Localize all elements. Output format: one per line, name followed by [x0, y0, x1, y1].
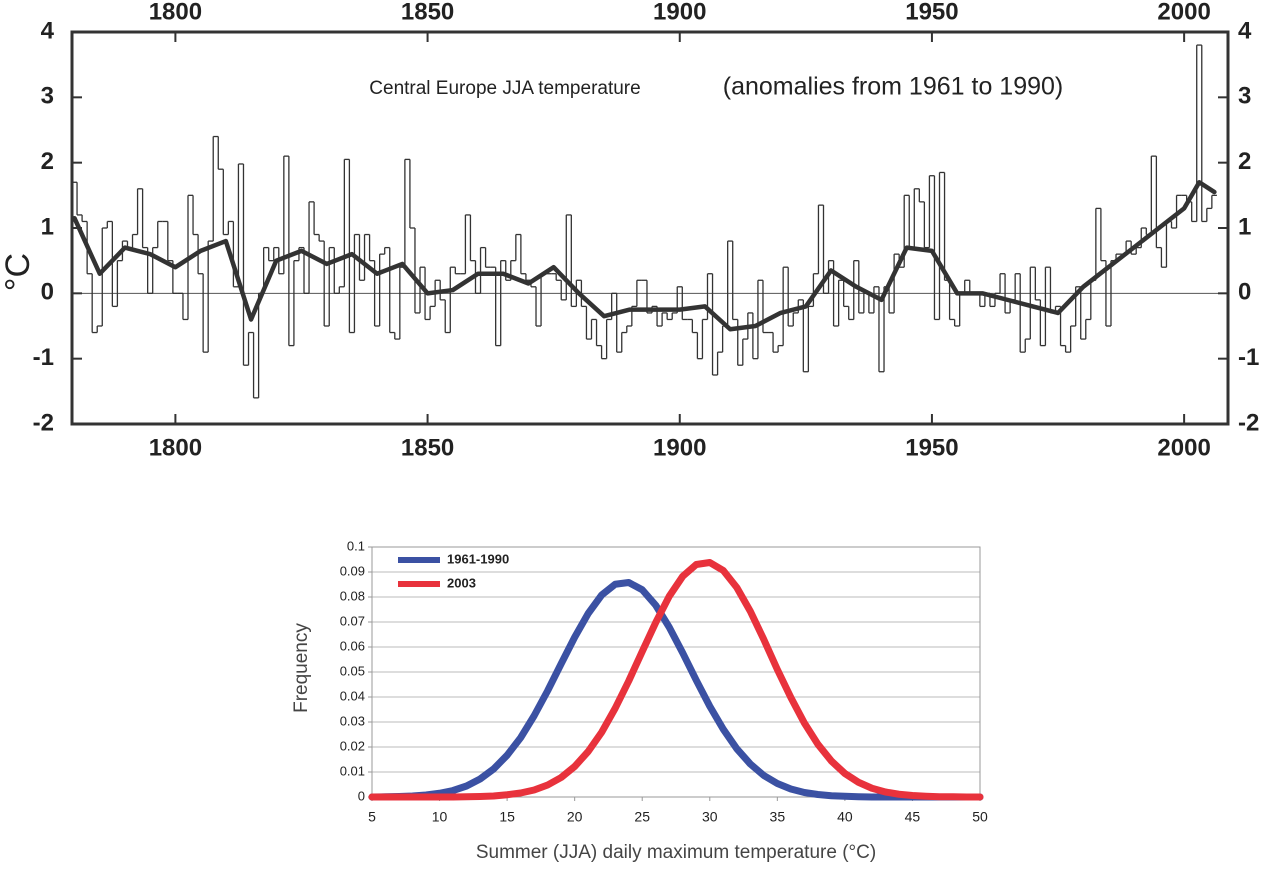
y-tick-label: 0: [358, 788, 365, 803]
x-tick-label: 30: [702, 809, 718, 825]
distribution-line: [368, 579, 984, 801]
chart-subtitle: (anomalies from 1961 to 1990): [723, 73, 1063, 101]
y-tick-label: 0: [41, 279, 54, 306]
legend-label: 1961-1990: [447, 551, 509, 566]
x-tick-label: 45: [905, 809, 921, 825]
y-tick-label: 0.05: [340, 663, 365, 678]
x-tick-label: 35: [770, 809, 786, 825]
y-tick-label: 0.09: [340, 563, 365, 578]
y-tick-label: 0: [1238, 279, 1251, 306]
y-tick-label: 0.07: [340, 613, 365, 628]
y-tick-label: 0.03: [340, 713, 365, 728]
x-tick-label: 20: [567, 809, 583, 825]
y-tick-label: 2: [1238, 148, 1251, 175]
y-tick-label: 0.04: [340, 688, 365, 703]
y-tick-label: 1: [1238, 213, 1251, 240]
y-axis-label: Frequency: [291, 623, 312, 713]
y-tick-label: 3: [1238, 83, 1251, 110]
x-tick-label: 50: [972, 809, 988, 825]
y-axis-label: °C: [0, 253, 37, 291]
x-tick-label: 10: [432, 809, 448, 825]
x-tick-label: 1800: [149, 434, 202, 461]
x-tick-label: 1950: [905, 0, 958, 25]
x-tick-label: 2000: [1157, 0, 1210, 25]
y-tick-label: -2: [1238, 409, 1259, 436]
x-tick-label: 25: [634, 809, 650, 825]
y-tick-label: 3: [41, 83, 54, 110]
x-tick-label: 15: [499, 809, 515, 825]
x-tick-label: 1850: [401, 0, 454, 25]
y-tick-label: 0.01: [340, 763, 365, 778]
x-tick-label: 2000: [1157, 434, 1210, 461]
x-tick-label: 5: [368, 809, 376, 825]
y-tick-label: 4: [1238, 17, 1252, 44]
y-tick-label: 2: [41, 148, 54, 175]
x-tick-label: 1900: [653, 434, 706, 461]
x-tick-label: 1900: [653, 0, 706, 25]
x-tick-label: 1850: [401, 434, 454, 461]
distribution-line: [368, 559, 984, 801]
legend-label: 2003: [447, 575, 476, 590]
y-tick-label: 4: [41, 17, 55, 44]
x-tick-label: 1950: [905, 434, 958, 461]
x-axis-label: Summer (JJA) daily maximum temperature (…: [476, 842, 876, 863]
x-tick-label: 1800: [149, 0, 202, 25]
y-tick-label: -2: [33, 409, 54, 436]
x-tick-label: 40: [837, 809, 853, 825]
y-tick-label: -1: [33, 344, 54, 371]
y-tick-label: 0.06: [340, 638, 365, 653]
chart-title: Central Europe JJA temperature: [369, 78, 640, 99]
y-tick-label: 0.02: [340, 738, 365, 753]
smoothed-line: [72, 180, 1217, 332]
y-tick-label: 0.08: [340, 588, 365, 603]
y-tick-label: 0.1: [347, 538, 365, 553]
y-tick-label: -1: [1238, 344, 1259, 371]
y-tick-label: 1: [41, 213, 54, 240]
